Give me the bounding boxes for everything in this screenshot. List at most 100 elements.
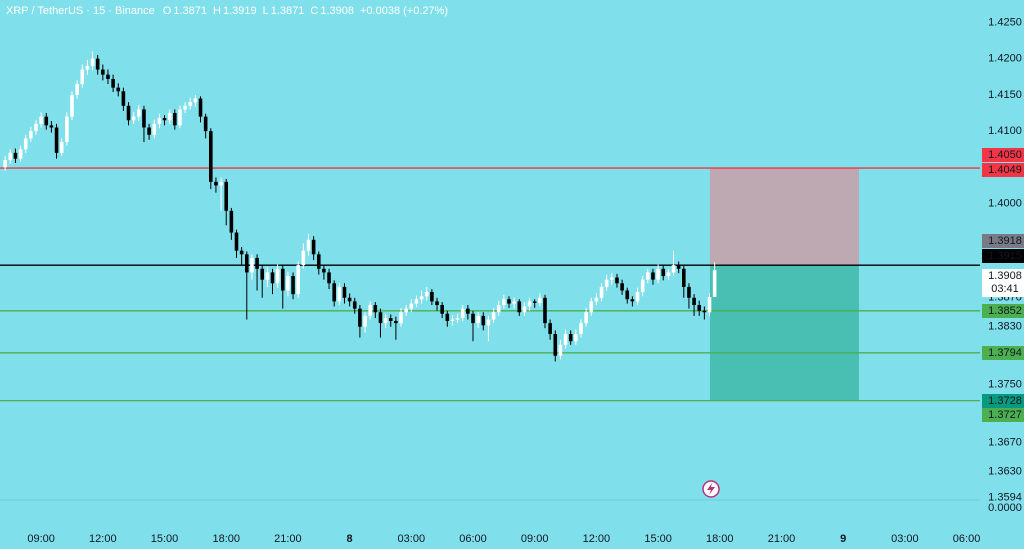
icon-bolt[interactable]: [707, 483, 715, 495]
candle-body: [270, 272, 275, 284]
candle-body: [404, 308, 408, 313]
candle-body: [460, 308, 465, 319]
legend-h: 1.3919: [223, 5, 257, 17]
candle-body: [275, 268, 280, 284]
legend-l: 1.3871: [271, 5, 305, 17]
candle-body: [29, 131, 33, 139]
candle-body: [692, 297, 696, 306]
candle-body: [162, 118, 167, 121]
price-label-box: [982, 148, 1024, 162]
y-tick-label: 1.3594: [988, 492, 1022, 504]
candle-body: [296, 265, 300, 295]
candle-body: [286, 276, 290, 291]
candle-body: [388, 318, 393, 321]
candle-body: [558, 344, 563, 356]
candle-body: [39, 116, 43, 124]
candle-body: [661, 268, 666, 277]
x-tick-label: 18:00: [212, 533, 240, 545]
price-label: 1.3918: [988, 235, 1022, 247]
candle-body: [311, 239, 316, 255]
candle-body: [399, 312, 403, 324]
candle-body: [3, 160, 7, 168]
candle-body: [90, 58, 95, 66]
candle-body: [394, 320, 398, 324]
candle-body: [419, 296, 424, 300]
price-label: 1.3852: [988, 305, 1022, 317]
candle-body: [527, 301, 532, 307]
x-tick-label: 12:00: [89, 533, 117, 545]
candle-body: [594, 297, 599, 302]
candle-body: [697, 305, 702, 311]
candle-body: [260, 268, 265, 280]
price-label-box: [982, 234, 1024, 248]
candle-body: [131, 116, 136, 121]
candle-body: [44, 116, 49, 126]
price-label-box: [982, 269, 1024, 297]
candle-body: [152, 123, 157, 135]
candle-body: [671, 265, 676, 273]
candle-body: [584, 312, 588, 324]
y-tick-label: 1.4000: [988, 197, 1022, 209]
candle-body: [208, 131, 213, 182]
candle-body: [466, 308, 470, 314]
price-label: 1.3794: [988, 347, 1022, 359]
candle-body: [301, 250, 306, 266]
candle-body: [538, 297, 542, 303]
candle-body: [65, 116, 69, 142]
x-tick-label: 9: [840, 533, 846, 545]
candle-body: [178, 109, 182, 126]
candle-body: [167, 113, 172, 121]
candle-body: [548, 323, 552, 334]
candle-body: [183, 105, 187, 110]
candle-body: [656, 268, 660, 280]
candle-body: [517, 301, 522, 313]
candle-body: [589, 301, 594, 313]
candle-body: [615, 277, 619, 284]
candle-body: [378, 312, 383, 324]
candle-body: [239, 250, 244, 255]
candle-body: [635, 291, 640, 302]
price-label: 1.4049: [988, 164, 1022, 176]
candle-body: [368, 305, 372, 316]
price-label: 1.3908: [988, 270, 1022, 282]
candle-body: [651, 272, 655, 280]
candle-body: [486, 319, 491, 326]
candle-body: [322, 268, 326, 273]
candle-body: [85, 65, 90, 70]
candle-body: [250, 257, 254, 273]
candle-body: [198, 98, 203, 117]
candle-body: [712, 270, 717, 298]
candle-body: [471, 313, 475, 324]
candle-body: [604, 279, 609, 287]
legend-c-label: C: [310, 5, 318, 17]
price-label-box: [982, 163, 1024, 177]
legend-l-label: L: [263, 5, 269, 17]
price-label-box: [982, 249, 1024, 263]
candle-body: [682, 268, 686, 287]
candle-body: [121, 91, 126, 106]
candle-body: [224, 181, 229, 211]
candle-body: [214, 181, 218, 186]
candle-body: [347, 297, 352, 302]
x-tick-label: 21:00: [274, 533, 302, 545]
countdown: 03:41: [991, 283, 1019, 295]
candle-body: [414, 299, 419, 304]
candle-body: [409, 303, 414, 309]
candle-body: [126, 105, 131, 121]
x-tick-label: 09:00: [521, 533, 549, 545]
candle-body: [291, 276, 295, 295]
candle-body: [383, 318, 388, 324]
candle-body: [666, 272, 671, 277]
candle-body: [455, 318, 460, 320]
candle-body: [34, 123, 38, 132]
price-label-box: [982, 304, 1024, 318]
candle-body: [327, 272, 331, 284]
y-tick-label: 1.3830: [988, 321, 1022, 333]
candle-body: [106, 74, 110, 79]
y-tick-label: 1.4200: [988, 53, 1022, 65]
candle-body: [543, 297, 547, 324]
flash-icon[interactable]: [702, 480, 720, 498]
candle-body: [75, 84, 79, 95]
candle-body: [95, 58, 100, 70]
